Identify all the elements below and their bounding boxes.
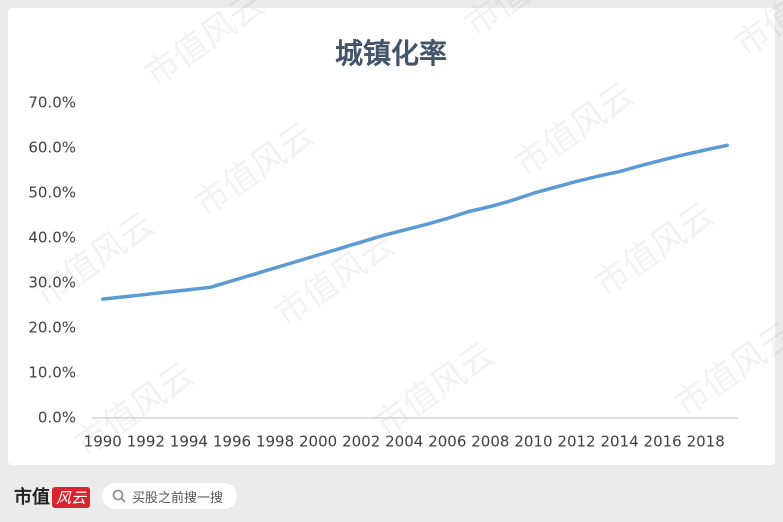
search-icon (112, 489, 126, 503)
y-tick-label: 50.0% (28, 184, 76, 202)
watermark: 市值风云 (508, 74, 642, 185)
y-tick-label: 20.0% (28, 319, 76, 337)
x-tick-label: 1996 (213, 433, 251, 451)
x-tick-label: 2000 (299, 433, 337, 451)
watermark: 市值风云 (728, 0, 783, 65)
x-tick-label: 2014 (600, 433, 638, 451)
y-tick-label: 60.0% (28, 139, 76, 157)
x-tick-label: 2012 (557, 433, 595, 451)
x-tick-label: 2016 (644, 433, 682, 451)
y-tick-label: 10.0% (28, 364, 76, 382)
x-tick-label: 2004 (385, 433, 423, 451)
brand-mark: 风云 (52, 487, 91, 508)
y-tick-label: 70.0% (28, 94, 76, 112)
x-tick-label: 1990 (84, 433, 122, 451)
chart-panel (8, 8, 775, 465)
watermark: 市值风云 (268, 224, 402, 335)
chart-title: 城镇化率 (335, 37, 447, 70)
watermark: 市值风云 (588, 194, 722, 305)
search-box[interactable]: 买股之前搜一搜 (102, 483, 238, 509)
footer: 市值 风云 买股之前搜一搜 (14, 480, 238, 512)
watermark: 市值风云 (668, 314, 783, 425)
y-tick-label: 40.0% (28, 229, 76, 247)
x-tick-label: 2008 (471, 433, 509, 451)
x-tick-label: 1994 (170, 433, 208, 451)
y-tick-label: 0.0% (38, 409, 76, 427)
x-tick-label: 1998 (256, 433, 294, 451)
x-tick-label: 2006 (428, 433, 466, 451)
x-tick-label: 2002 (342, 433, 380, 451)
watermark: 市值风云 (138, 0, 272, 95)
watermark: 市值风云 (368, 334, 502, 445)
watermark: 市值风云 (188, 114, 322, 225)
watermark: 市值风云 (28, 204, 162, 315)
brand: 市值 (14, 487, 50, 508)
x-tick-label: 2018 (687, 433, 725, 451)
line-series (101, 143, 729, 301)
x-tick-label: 2010 (514, 433, 552, 451)
logo: 市值 风云 (14, 483, 91, 509)
y-tick-label: 30.0% (28, 274, 76, 292)
search-placeholder: 买股之前搜一搜 (132, 490, 224, 506)
x-tick-label: 1992 (127, 433, 165, 451)
watermark: 市值风云 (458, 0, 592, 45)
